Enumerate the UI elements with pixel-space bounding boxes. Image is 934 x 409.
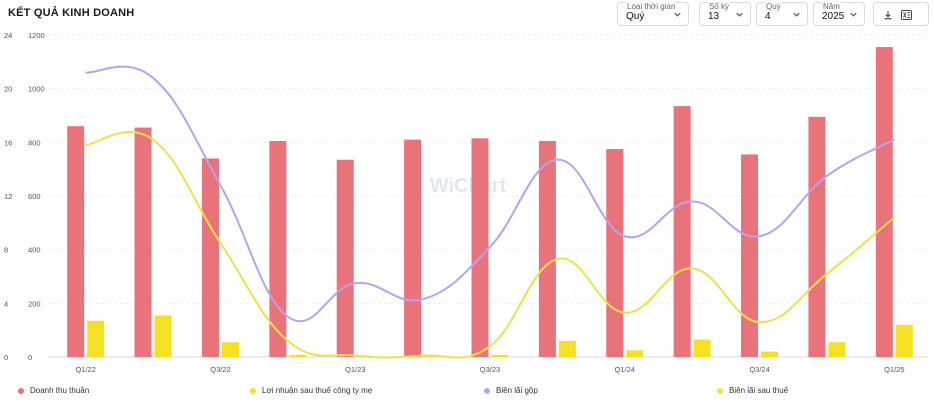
- toolbar-box: [873, 2, 929, 26]
- bar-profit[interactable]: [87, 320, 105, 357]
- export-excel-button[interactable]: [896, 5, 916, 25]
- bar-profit[interactable]: [761, 351, 779, 357]
- y-right-tick-label: 8: [4, 246, 8, 255]
- legend-label-net-margin: Biên lãi sau thuế: [729, 386, 789, 395]
- y-left-tick-label: 200: [28, 299, 41, 308]
- chevron-down-icon: [736, 12, 743, 17]
- y-right-tick-label: 4: [4, 299, 8, 308]
- y-right-tick-label: 20: [4, 85, 12, 94]
- bar-revenue[interactable]: [606, 149, 624, 357]
- bar-revenue[interactable]: [67, 126, 85, 357]
- excel-icon: [900, 10, 912, 20]
- bar-revenue[interactable]: [134, 127, 152, 357]
- y-right-tick-label: 0: [4, 353, 8, 362]
- y-right-tick-label: 12: [4, 192, 12, 201]
- year-select[interactable]: Năm 2025: [813, 2, 865, 26]
- y-left-tick-label: 400: [28, 246, 41, 255]
- x-tick-label: Q3/24: [749, 365, 769, 374]
- bar-revenue[interactable]: [269, 140, 287, 357]
- bar-profit[interactable]: [154, 315, 172, 357]
- bar-revenue[interactable]: [404, 139, 422, 357]
- bar-revenue[interactable]: [741, 154, 759, 357]
- bar-profit[interactable]: [558, 340, 576, 357]
- x-tick-label: Q1/22: [75, 365, 95, 374]
- bar-profit[interactable]: [491, 354, 509, 357]
- legend-label-revenue: Doanh thu thuần: [30, 386, 90, 395]
- bar-revenue[interactable]: [201, 158, 219, 357]
- y-left-tick-label: 0: [28, 353, 32, 362]
- y-left-tick-label: 800: [28, 138, 41, 147]
- bar-profit[interactable]: [626, 350, 644, 357]
- legend-item-net-margin[interactable]: Biên lãi sau thuế: [717, 386, 788, 395]
- chevron-down-icon: [850, 12, 857, 17]
- legend-label-profit: Lợi nhuận sau thuế công ty mẹ: [262, 386, 373, 395]
- quarter-label: Quý: [765, 2, 782, 11]
- legend-item-profit[interactable]: Lợi nhuận sau thuế công ty mẹ: [250, 386, 372, 395]
- period-count-label: Số kỳ: [708, 2, 731, 11]
- chevron-down-icon: [674, 12, 681, 17]
- legend-item-gross-margin[interactable]: Biên lãi gộp: [484, 386, 538, 395]
- legend-dot-net-margin: [717, 387, 723, 394]
- line-net-margin[interactable]: [85, 130, 895, 359]
- bar-revenue[interactable]: [471, 138, 489, 357]
- chevron-down-icon: [793, 12, 800, 17]
- quarter-select[interactable]: Quý 4: [756, 2, 808, 26]
- legend-label-gross-margin: Biên lãi gộp: [496, 386, 538, 395]
- year-value: 2025: [822, 11, 845, 22]
- x-tick-label: Q1/25: [884, 365, 904, 374]
- quarter-value: 4: [765, 11, 771, 22]
- year-label: Năm: [822, 2, 841, 11]
- period-count-value: 13: [708, 11, 720, 22]
- bar-profit[interactable]: [828, 342, 846, 357]
- y-left-tick-label: 1000: [28, 85, 45, 94]
- y-left-tick-label: 600: [28, 192, 41, 201]
- y-right-tick-label: 24: [4, 31, 12, 40]
- bar-profit[interactable]: [221, 342, 239, 357]
- line-gross-margin[interactable]: [85, 65, 895, 323]
- period-type-select[interactable]: Loại thời gian Quý: [617, 2, 689, 26]
- y-left-tick-label: 1200: [28, 31, 45, 40]
- download-icon: [884, 11, 892, 20]
- bar-profit[interactable]: [693, 339, 711, 357]
- bar-profit[interactable]: [289, 354, 307, 357]
- period-type-label: Loại thời gian: [626, 2, 677, 11]
- period-type-value: Quý: [626, 11, 645, 22]
- legend-item-revenue[interactable]: Doanh thu thuần: [18, 386, 89, 395]
- x-tick-label: Q3/23: [480, 365, 500, 374]
- x-tick-label: Q3/22: [210, 365, 230, 374]
- x-tick-label: Q1/23: [345, 365, 365, 374]
- bar-revenue[interactable]: [808, 116, 826, 357]
- x-tick-label: Q1/24: [615, 365, 635, 374]
- bar-revenue[interactable]: [336, 159, 354, 357]
- bar-revenue[interactable]: [538, 140, 556, 357]
- download-button[interactable]: [878, 5, 898, 25]
- chart-title: KẾT QUẢ KINH DOANH: [8, 7, 135, 19]
- period-count-select[interactable]: Số kỳ 13: [699, 2, 751, 26]
- y-right-tick-label: 16: [4, 138, 12, 147]
- bar-revenue[interactable]: [673, 106, 691, 357]
- legend-dot-revenue: [18, 387, 24, 394]
- watermark: WiChart: [430, 175, 507, 197]
- legend-dot-profit: [250, 387, 256, 394]
- bar-profit[interactable]: [895, 324, 913, 357]
- legend-dot-gross-margin: [484, 387, 490, 394]
- bar-revenue[interactable]: [875, 47, 893, 357]
